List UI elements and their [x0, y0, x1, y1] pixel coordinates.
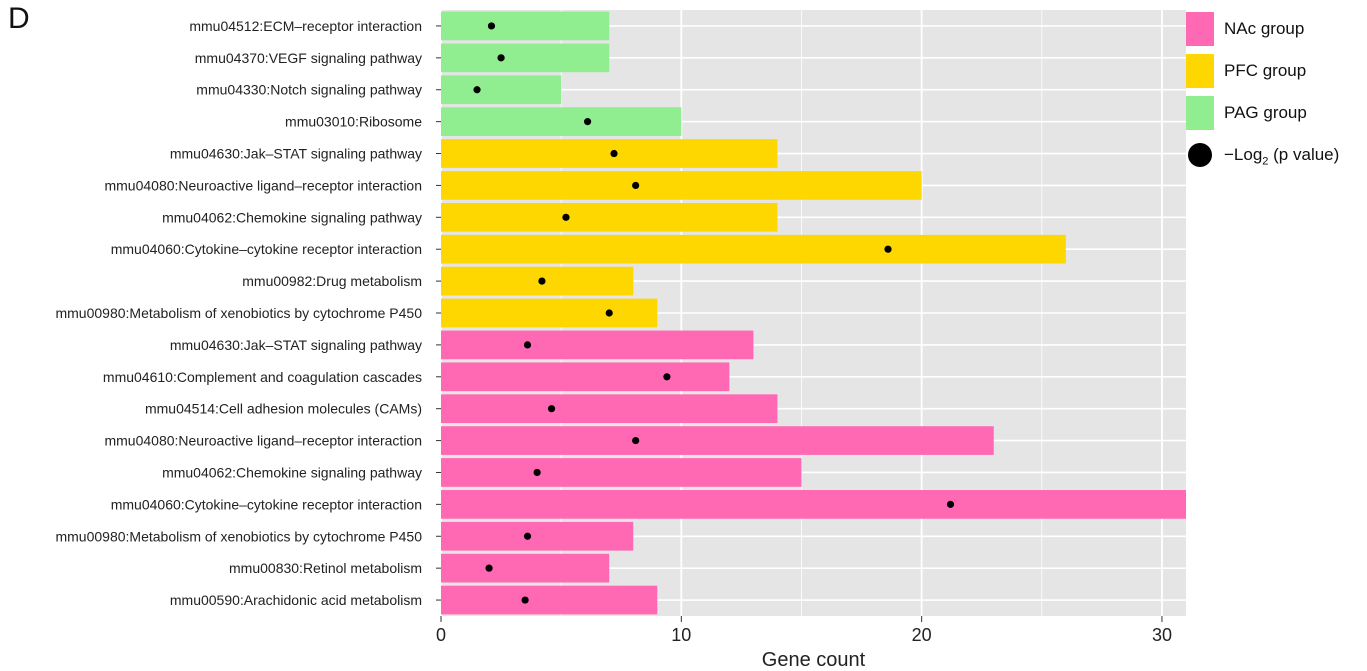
category-label: mmu04080:Neuroactive ligand–receptor int… [104, 433, 422, 449]
bar-nac [441, 490, 1186, 519]
bar-pag [441, 75, 562, 105]
category-label: mmu00980:Metabolism of xenobiotics by cy… [55, 305, 422, 321]
category-label: mmu00830:Retinol metabolism [229, 560, 422, 576]
bar-pfc [441, 202, 778, 232]
bar-pag [441, 107, 682, 136]
legend-label: −Log2 (p value) [1224, 145, 1339, 167]
category-label: mmu00982:Drug metabolism [242, 273, 422, 289]
legend-label: NAc group [1224, 19, 1305, 38]
category-label: mmu04080:Neuroactive ligand–receptor int… [104, 177, 422, 193]
category-label: mmu04370:VEGF signaling pathway [195, 50, 422, 66]
bar-nac [441, 458, 802, 487]
x-tick-label: 10 [671, 625, 691, 645]
legend-label: PAG group [1224, 103, 1307, 122]
legend-swatch-pfc [1186, 54, 1214, 88]
p-value-dot [605, 309, 613, 317]
p-value-dot [663, 373, 671, 381]
bar-nac [441, 553, 610, 583]
p-value-dot [632, 181, 640, 190]
bar-nac [441, 585, 658, 615]
p-value-dot [487, 22, 496, 30]
p-value-dot [538, 277, 546, 285]
category-label: mmu00980:Metabolism of xenobiotics by cy… [55, 528, 422, 544]
panel-label: D [8, 2, 30, 35]
x-axis-label: Gene count [762, 649, 866, 671]
category-label: mmu04630:Jak–STAT signaling pathway [170, 146, 422, 162]
category-label: mmu00590:Arachidonic acid metabolism [170, 592, 422, 608]
p-value-dot [473, 86, 481, 94]
bar-pfc [441, 298, 658, 328]
legend-swatch-nac [1186, 12, 1214, 46]
legend-item: NAc group [1186, 12, 1366, 48]
p-value-dot [485, 564, 493, 572]
bar-nac [441, 426, 994, 455]
legend-item: PFC group [1186, 54, 1366, 90]
category-label: mmu04060:Cytokine–cytokine receptor inte… [111, 496, 422, 512]
legend-item: PAG group [1186, 96, 1366, 132]
category-label: mmu04062:Chemokine signaling pathway [162, 464, 422, 480]
legend-dot-icon [1188, 143, 1212, 167]
legend-label-rest: (p value) [1268, 145, 1340, 164]
p-value-dot [533, 468, 541, 477]
p-value-dot [523, 341, 532, 349]
bar-nac [441, 521, 634, 551]
x-tick-label: 0 [436, 625, 446, 645]
x-tick-label: 20 [912, 625, 932, 645]
category-label: mmu04060:Cytokine–cytokine receptor inte… [111, 241, 422, 257]
category-label: mmu04512:ECM–receptor interaction [189, 18, 422, 34]
p-value-dot [884, 245, 892, 253]
bar-pfc [441, 171, 922, 200]
x-tick-label: 30 [1152, 625, 1172, 645]
bar-nac [441, 362, 730, 392]
legend-swatch-pag [1186, 96, 1214, 130]
p-value-dot [946, 500, 955, 508]
p-value-dot [547, 405, 556, 413]
bar-nac [441, 330, 754, 360]
bar-nac [441, 394, 778, 424]
p-value-dot [610, 149, 618, 158]
legend-label: PFC group [1224, 61, 1307, 80]
p-value-dot [521, 596, 529, 604]
category-label: mmu04514:Cell adhesion molecules (CAMs) [145, 401, 422, 417]
p-value-dot [562, 213, 570, 221]
legend-item: −Log2 (p value) [1186, 138, 1366, 174]
p-value-dot [632, 436, 640, 445]
legend-label-subscript: 2 [1262, 155, 1269, 168]
bar-pfc [441, 266, 634, 296]
category-label: mmu04330:Notch signaling pathway [196, 82, 422, 98]
bar-pfc [441, 234, 1066, 264]
legend-label-main: −Log [1224, 145, 1263, 164]
category-label: mmu04630:Jak–STAT signaling pathway [170, 337, 422, 353]
p-value-dot [523, 532, 532, 540]
category-label: mmu03010:Ribosome [285, 114, 422, 130]
bar-pag [441, 43, 610, 73]
p-value-dot [583, 118, 592, 126]
p-value-dot [497, 54, 505, 62]
bar-pfc [441, 139, 778, 168]
category-label: mmu04062:Chemokine signaling pathway [162, 209, 422, 225]
category-label: mmu04610:Complement and coagulation casc… [103, 369, 422, 385]
bar-pag [441, 11, 610, 41]
